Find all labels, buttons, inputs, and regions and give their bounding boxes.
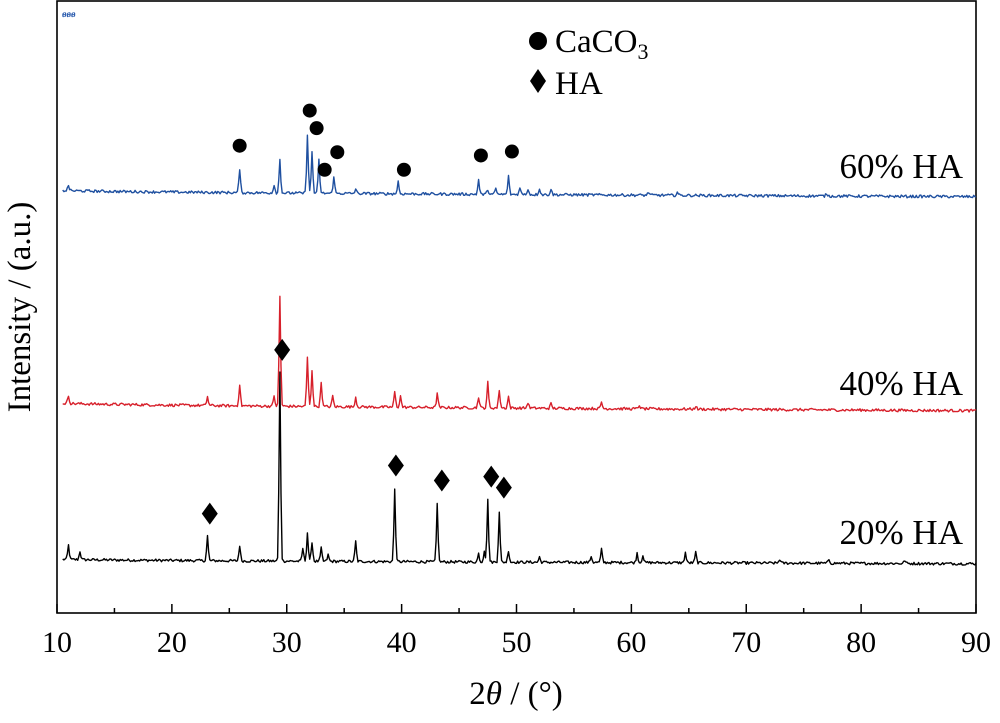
series-label-20: 20% HA [840,513,964,552]
x-tick-label: 10 [42,626,72,659]
series-line-2 [62,295,977,413]
peak-marker-layer [201,103,519,525]
ha-peak-marker [495,476,512,499]
ha-peak-marker [274,338,291,361]
plot-area [56,0,977,614]
legend-label-ha: HA [555,66,603,102]
ha-peak-marker [201,502,218,525]
caco3-peak-marker [396,162,411,177]
corner-mark: ፀፀፀ [62,10,76,20]
caco3-peak-marker [309,121,324,136]
x-tick-label: 50 [502,626,532,659]
x-tick-label: 40 [387,626,417,659]
series-label-60: 60% HA [840,147,964,186]
legend-circle-marker [529,32,547,50]
legend-label-caco3: CaCO3 [555,24,649,64]
x-tick-label: 70 [731,626,761,659]
caco3-peak-marker [317,162,332,177]
caco3-peak-marker [330,145,345,160]
x-tick-label: 20 [157,626,187,659]
caco3-peak-marker [232,138,247,153]
series-line-1 [62,371,977,566]
x-tick-label: 80 [846,626,876,659]
legend-diamond-marker [530,69,546,93]
legend: CaCO3 HA [529,24,649,102]
series-layer [62,134,977,566]
x-axis: 10 20 30 40 50 60 70 80 90 [42,604,991,659]
x-tick-label: 30 [272,626,302,659]
x-axis-title: 2θ / (°) [469,676,563,712]
ha-peak-marker [387,454,404,477]
caco3-peak-marker [504,144,519,159]
series-label-40: 40% HA [840,364,964,403]
x-tick-label: 60 [616,626,646,659]
plot-frame [56,0,977,614]
caco3-peak-marker [473,148,488,163]
caco3-peak-marker [302,103,317,118]
x-tick-label: 90 [961,626,991,659]
y-axis-title: Intensity / (a.u.) [2,202,38,413]
ha-peak-marker [483,465,500,488]
ha-peak-marker [433,469,450,492]
series-line-3 [62,134,977,199]
